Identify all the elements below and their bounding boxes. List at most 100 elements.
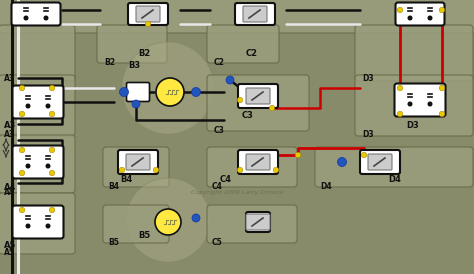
Circle shape: [192, 214, 200, 222]
FancyBboxPatch shape: [127, 82, 149, 101]
Text: C2: C2: [214, 58, 225, 67]
Text: D4: D4: [320, 182, 332, 191]
Text: B4: B4: [108, 182, 119, 191]
FancyBboxPatch shape: [246, 154, 270, 170]
Circle shape: [19, 111, 25, 117]
Circle shape: [46, 104, 50, 108]
Circle shape: [26, 164, 30, 168]
FancyBboxPatch shape: [360, 150, 400, 174]
FancyBboxPatch shape: [207, 25, 279, 63]
Text: A5: A5: [4, 248, 15, 257]
Circle shape: [397, 7, 403, 13]
FancyBboxPatch shape: [394, 84, 446, 116]
Circle shape: [119, 87, 128, 96]
Circle shape: [46, 164, 50, 168]
FancyBboxPatch shape: [207, 205, 297, 243]
FancyBboxPatch shape: [126, 154, 150, 170]
FancyBboxPatch shape: [103, 205, 169, 243]
Circle shape: [191, 87, 201, 96]
FancyBboxPatch shape: [103, 147, 169, 187]
Circle shape: [155, 209, 181, 235]
FancyBboxPatch shape: [246, 212, 270, 232]
Circle shape: [26, 104, 30, 108]
FancyBboxPatch shape: [12, 206, 64, 238]
Circle shape: [237, 167, 243, 173]
Circle shape: [428, 16, 432, 20]
Text: A4: A4: [4, 183, 17, 192]
FancyBboxPatch shape: [246, 214, 270, 230]
Text: B5: B5: [138, 231, 150, 240]
Circle shape: [428, 102, 432, 106]
Circle shape: [49, 85, 55, 91]
Text: C3: C3: [214, 126, 225, 135]
Text: B3: B3: [128, 61, 140, 70]
Text: D3: D3: [362, 74, 374, 83]
Circle shape: [361, 152, 367, 158]
FancyBboxPatch shape: [128, 3, 168, 25]
Text: C4: C4: [212, 182, 223, 191]
FancyBboxPatch shape: [207, 147, 297, 187]
FancyBboxPatch shape: [0, 135, 75, 193]
Circle shape: [226, 76, 234, 84]
Circle shape: [126, 178, 210, 262]
FancyBboxPatch shape: [0, 75, 75, 136]
Text: C2: C2: [246, 49, 258, 58]
FancyBboxPatch shape: [235, 3, 275, 25]
Text: B4: B4: [120, 175, 132, 184]
Text: B2: B2: [138, 49, 150, 58]
FancyBboxPatch shape: [0, 0, 474, 33]
Text: A5: A5: [4, 241, 17, 250]
FancyBboxPatch shape: [355, 75, 473, 136]
Circle shape: [397, 85, 403, 91]
Circle shape: [49, 207, 55, 213]
FancyBboxPatch shape: [12, 85, 64, 118]
Circle shape: [44, 16, 48, 20]
Circle shape: [46, 224, 50, 228]
Text: A3: A3: [4, 130, 15, 139]
FancyBboxPatch shape: [315, 147, 473, 187]
Circle shape: [19, 85, 25, 91]
Circle shape: [49, 147, 55, 153]
Circle shape: [439, 111, 445, 117]
Circle shape: [49, 111, 55, 117]
Text: A3: A3: [4, 74, 15, 83]
Circle shape: [26, 224, 30, 228]
FancyBboxPatch shape: [136, 6, 160, 22]
Circle shape: [269, 105, 275, 111]
Circle shape: [237, 97, 243, 103]
FancyBboxPatch shape: [207, 75, 309, 131]
FancyBboxPatch shape: [118, 150, 158, 174]
FancyBboxPatch shape: [0, 193, 75, 254]
FancyBboxPatch shape: [246, 88, 270, 104]
Text: C4: C4: [220, 175, 232, 184]
FancyBboxPatch shape: [368, 154, 392, 170]
Circle shape: [397, 111, 403, 117]
Text: D4: D4: [388, 175, 401, 184]
Text: B2: B2: [104, 58, 115, 67]
FancyBboxPatch shape: [11, 2, 61, 25]
FancyBboxPatch shape: [238, 150, 278, 174]
Circle shape: [408, 102, 412, 106]
Circle shape: [273, 167, 279, 173]
Circle shape: [119, 167, 125, 173]
Text: A4: A4: [4, 188, 15, 197]
FancyBboxPatch shape: [12, 145, 64, 178]
Circle shape: [122, 42, 214, 134]
Circle shape: [19, 207, 25, 213]
Circle shape: [19, 170, 25, 176]
Circle shape: [145, 21, 151, 27]
FancyBboxPatch shape: [395, 2, 445, 25]
Circle shape: [439, 7, 445, 13]
FancyBboxPatch shape: [97, 25, 167, 63]
FancyBboxPatch shape: [243, 6, 267, 22]
Circle shape: [408, 16, 412, 20]
Circle shape: [24, 16, 28, 20]
Text: C5: C5: [212, 238, 223, 247]
Circle shape: [19, 147, 25, 153]
Text: D3: D3: [362, 130, 374, 139]
FancyBboxPatch shape: [355, 25, 473, 81]
Text: Copyright 2009 Larry Dimock: Copyright 2009 Larry Dimock: [191, 190, 283, 195]
FancyBboxPatch shape: [238, 84, 278, 108]
Circle shape: [295, 152, 301, 158]
Circle shape: [439, 85, 445, 91]
